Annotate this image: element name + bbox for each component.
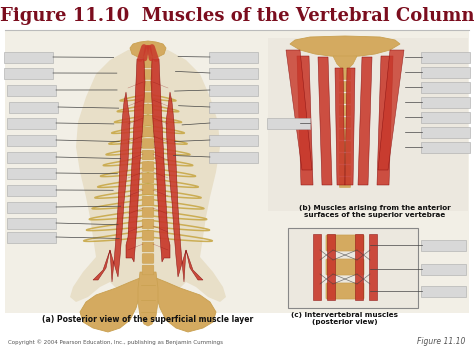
FancyBboxPatch shape bbox=[8, 168, 56, 179]
FancyBboxPatch shape bbox=[142, 139, 154, 148]
Polygon shape bbox=[156, 278, 216, 332]
FancyBboxPatch shape bbox=[8, 218, 56, 229]
FancyBboxPatch shape bbox=[142, 162, 154, 171]
Polygon shape bbox=[70, 44, 226, 305]
FancyBboxPatch shape bbox=[210, 51, 258, 62]
FancyBboxPatch shape bbox=[143, 70, 153, 79]
FancyBboxPatch shape bbox=[339, 178, 350, 187]
Polygon shape bbox=[290, 36, 400, 57]
Polygon shape bbox=[318, 57, 332, 185]
FancyBboxPatch shape bbox=[339, 130, 350, 140]
Text: (a) Posterior view of the superficial muscle layer: (a) Posterior view of the superficial mu… bbox=[42, 316, 254, 324]
FancyBboxPatch shape bbox=[142, 185, 154, 194]
FancyBboxPatch shape bbox=[8, 231, 56, 242]
Polygon shape bbox=[138, 272, 158, 326]
FancyBboxPatch shape bbox=[142, 116, 154, 125]
FancyBboxPatch shape bbox=[8, 202, 56, 213]
FancyBboxPatch shape bbox=[142, 173, 154, 183]
Text: Copyright © 2004 Pearson Education, Inc., publishing as Benjamin Cummings: Copyright © 2004 Pearson Education, Inc.… bbox=[8, 339, 223, 345]
FancyBboxPatch shape bbox=[8, 185, 56, 196]
FancyBboxPatch shape bbox=[339, 70, 350, 80]
FancyBboxPatch shape bbox=[421, 263, 466, 274]
Polygon shape bbox=[345, 68, 355, 185]
FancyBboxPatch shape bbox=[421, 51, 471, 62]
FancyBboxPatch shape bbox=[143, 81, 153, 91]
Polygon shape bbox=[151, 59, 170, 262]
FancyBboxPatch shape bbox=[210, 152, 258, 163]
Polygon shape bbox=[130, 41, 166, 58]
FancyBboxPatch shape bbox=[421, 285, 466, 296]
FancyBboxPatch shape bbox=[142, 104, 154, 114]
FancyBboxPatch shape bbox=[8, 118, 56, 129]
Polygon shape bbox=[378, 50, 404, 170]
FancyBboxPatch shape bbox=[421, 142, 471, 153]
FancyBboxPatch shape bbox=[326, 235, 364, 251]
Text: (c) Intervertebral muscles
(posterior view): (c) Intervertebral muscles (posterior vi… bbox=[292, 312, 399, 325]
FancyBboxPatch shape bbox=[210, 118, 258, 129]
Polygon shape bbox=[93, 92, 130, 282]
FancyBboxPatch shape bbox=[142, 196, 154, 206]
FancyBboxPatch shape bbox=[142, 231, 154, 240]
FancyBboxPatch shape bbox=[339, 105, 350, 115]
Polygon shape bbox=[80, 278, 140, 332]
Polygon shape bbox=[286, 50, 312, 170]
FancyBboxPatch shape bbox=[339, 82, 350, 92]
FancyBboxPatch shape bbox=[421, 111, 471, 122]
Polygon shape bbox=[355, 234, 363, 300]
FancyBboxPatch shape bbox=[421, 66, 471, 77]
FancyBboxPatch shape bbox=[142, 208, 154, 217]
Polygon shape bbox=[313, 234, 321, 300]
Polygon shape bbox=[335, 68, 345, 185]
FancyBboxPatch shape bbox=[142, 219, 154, 229]
FancyBboxPatch shape bbox=[5, 31, 469, 313]
FancyBboxPatch shape bbox=[339, 153, 350, 164]
FancyBboxPatch shape bbox=[210, 102, 258, 113]
Polygon shape bbox=[369, 234, 377, 300]
FancyBboxPatch shape bbox=[4, 51, 54, 62]
FancyBboxPatch shape bbox=[210, 84, 258, 95]
FancyBboxPatch shape bbox=[267, 118, 310, 129]
FancyBboxPatch shape bbox=[142, 127, 154, 137]
FancyBboxPatch shape bbox=[339, 93, 350, 104]
Polygon shape bbox=[333, 56, 357, 69]
Polygon shape bbox=[166, 92, 203, 282]
FancyBboxPatch shape bbox=[210, 135, 258, 146]
FancyBboxPatch shape bbox=[142, 265, 154, 275]
FancyBboxPatch shape bbox=[142, 254, 154, 263]
FancyBboxPatch shape bbox=[210, 67, 258, 78]
FancyBboxPatch shape bbox=[143, 58, 153, 68]
Polygon shape bbox=[377, 56, 393, 185]
FancyBboxPatch shape bbox=[142, 242, 154, 252]
Polygon shape bbox=[358, 57, 372, 185]
FancyBboxPatch shape bbox=[339, 118, 350, 127]
Polygon shape bbox=[327, 234, 335, 300]
FancyBboxPatch shape bbox=[143, 93, 153, 102]
FancyBboxPatch shape bbox=[421, 240, 466, 251]
FancyBboxPatch shape bbox=[288, 228, 418, 308]
Text: Figure 11.10: Figure 11.10 bbox=[417, 338, 465, 346]
FancyBboxPatch shape bbox=[8, 135, 56, 146]
FancyBboxPatch shape bbox=[8, 152, 56, 163]
FancyBboxPatch shape bbox=[421, 126, 471, 137]
Text: (b) Muscles arising from the anterior
surfaces of the superior vertebrae: (b) Muscles arising from the anterior su… bbox=[299, 205, 451, 218]
FancyBboxPatch shape bbox=[9, 102, 58, 113]
FancyBboxPatch shape bbox=[142, 150, 154, 160]
Polygon shape bbox=[126, 59, 145, 262]
FancyBboxPatch shape bbox=[421, 97, 471, 108]
Text: Figure 11.10  Muscles of the Vertebral Column: Figure 11.10 Muscles of the Vertebral Co… bbox=[0, 7, 474, 25]
FancyBboxPatch shape bbox=[339, 142, 350, 152]
Polygon shape bbox=[297, 56, 313, 185]
FancyBboxPatch shape bbox=[326, 283, 364, 299]
FancyBboxPatch shape bbox=[326, 259, 364, 275]
FancyBboxPatch shape bbox=[421, 82, 471, 93]
FancyBboxPatch shape bbox=[339, 165, 350, 175]
FancyBboxPatch shape bbox=[8, 84, 56, 95]
FancyBboxPatch shape bbox=[268, 38, 468, 211]
FancyBboxPatch shape bbox=[4, 67, 54, 78]
